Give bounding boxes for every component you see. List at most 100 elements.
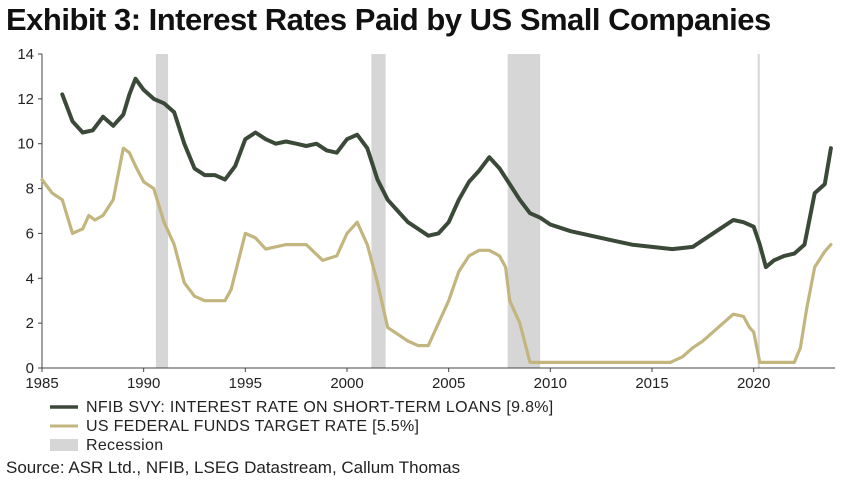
- data-point: [81, 130, 85, 135]
- series-2: [40, 146, 833, 364]
- data-point: [376, 281, 379, 285]
- data-point: [805, 308, 808, 311]
- data-point: [711, 330, 715, 334]
- x-tick-label: 1995: [229, 375, 262, 392]
- data-point: [386, 326, 389, 329]
- data-point: [305, 243, 308, 246]
- y-tick-label: 4: [26, 270, 34, 287]
- data-point: [365, 146, 369, 150]
- data-point: [569, 229, 573, 233]
- data-point: [477, 248, 481, 252]
- data-point: [681, 355, 684, 359]
- data-point: [314, 142, 319, 146]
- data-point: [203, 173, 207, 177]
- data-point: [650, 245, 654, 249]
- x-tick-label: 2000: [330, 375, 363, 392]
- data-point: [91, 128, 95, 132]
- data-point: [321, 259, 324, 262]
- data-point: [71, 232, 74, 235]
- data-point: [183, 281, 186, 285]
- recession-band-2: [371, 54, 386, 368]
- data-point: [335, 151, 339, 155]
- data-point: [427, 344, 430, 347]
- data-point: [589, 234, 593, 238]
- data-point: [741, 220, 746, 224]
- data-point: [782, 254, 786, 258]
- data-point: [366, 243, 369, 246]
- data-point: [192, 166, 197, 170]
- data-point: [243, 137, 247, 141]
- data-point: [294, 142, 298, 146]
- data-point: [162, 101, 166, 105]
- data-point: [457, 270, 461, 273]
- series-1: [60, 76, 833, 270]
- data-point: [40, 178, 44, 181]
- data-point: [254, 236, 257, 240]
- data-point: [829, 146, 833, 150]
- series-lines: [40, 76, 833, 364]
- legend-label: NFIB SVY: INTEREST RATE ON SHORT-TERM LO…: [86, 399, 554, 416]
- x-tick-label: 2015: [635, 375, 668, 392]
- data-point: [345, 232, 349, 235]
- data-point: [213, 173, 217, 177]
- data-point: [764, 265, 768, 269]
- data-point: [497, 166, 502, 170]
- axes: 0 2 4 6 8 10 12 14 1985 1990 1995 2000 2005 2010 2015 2…: [17, 46, 835, 392]
- data-point: [386, 198, 390, 202]
- data-point: [823, 182, 827, 186]
- data-point: [772, 361, 776, 364]
- data-point: [93, 218, 97, 222]
- data-point: [528, 211, 532, 215]
- data-point: [813, 191, 817, 195]
- data-point: [538, 216, 542, 220]
- data-point: [630, 243, 634, 247]
- x-tick-label: 2010: [534, 375, 567, 392]
- data-point: [81, 227, 84, 231]
- data-point: [799, 346, 802, 350]
- legend-item-2: US FEDERAL FUNDS TARGET RATE [5.5%]: [50, 418, 419, 435]
- data-point: [508, 299, 511, 303]
- data-point: [111, 198, 115, 202]
- data-point: [325, 148, 329, 153]
- data-point: [253, 130, 258, 135]
- data-point: [731, 218, 735, 222]
- x-tick-label: 2020: [737, 375, 770, 392]
- data-point: [772, 258, 776, 262]
- data-point: [304, 144, 308, 148]
- data-point: [375, 178, 380, 182]
- data-point: [691, 245, 695, 249]
- data-point: [732, 312, 735, 316]
- x-tick-label: 2005: [432, 375, 465, 392]
- source-note: Source: ASR Ltd., NFIB, LSEG Datastream,…: [6, 458, 461, 477]
- data-point: [162, 220, 166, 224]
- data-point: [437, 321, 440, 325]
- y-tick-label: 0: [26, 360, 34, 377]
- data-point: [345, 137, 349, 141]
- data-point: [284, 139, 288, 144]
- data-point: [793, 361, 796, 364]
- data-point: [122, 146, 125, 150]
- data-point: [244, 232, 247, 235]
- data-point: [752, 225, 756, 229]
- y-tick-label: 8: [26, 181, 34, 198]
- data-point: [823, 250, 827, 253]
- data-point: [436, 231, 441, 236]
- data-point: [274, 142, 278, 146]
- data-point: [193, 294, 196, 298]
- data-point: [396, 209, 400, 213]
- data-point: [792, 252, 796, 256]
- data-point: [447, 299, 450, 303]
- data-point: [467, 180, 471, 184]
- y-tick-label: 14: [17, 46, 34, 63]
- data-point: [742, 315, 745, 318]
- data-point: [504, 265, 507, 269]
- data-point: [127, 92, 132, 96]
- data-point: [223, 299, 227, 303]
- interest-rates-chart: 0 2 4 6 8 10 12 14 1985 1990 1995 2000 2005 2010 2015 2…: [17, 46, 835, 454]
- data-point: [758, 243, 762, 247]
- data-point: [670, 247, 674, 251]
- legend-label: Recession: [86, 437, 163, 454]
- data-point: [87, 214, 91, 217]
- data-point: [70, 119, 75, 123]
- data-point: [701, 339, 705, 343]
